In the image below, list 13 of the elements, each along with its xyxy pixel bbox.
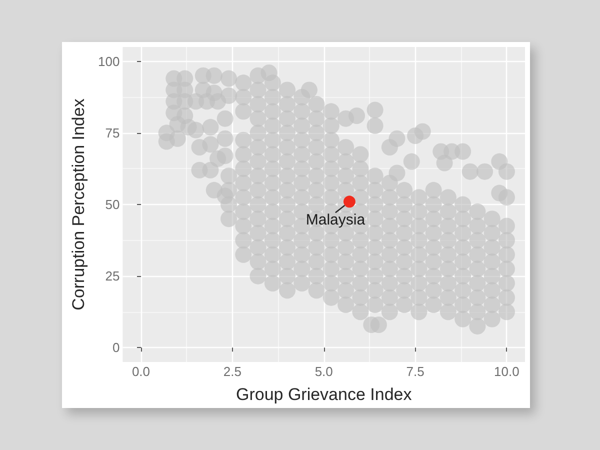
x-axis-title: Group Grievance Index (236, 385, 412, 404)
y-tick-label: 50 (105, 197, 120, 212)
y-axis-title: Corruption Perception Index (69, 98, 88, 310)
y-tick-label: 75 (105, 125, 120, 140)
x-tick-label: 7.5 (406, 364, 424, 379)
x-tick-label: 10.0 (494, 364, 520, 379)
y-tick-label: 100 (98, 54, 120, 69)
x-tick-label: 0.0 (132, 364, 150, 379)
y-tick-label: 25 (105, 268, 120, 284)
series-label: Malaysia (306, 212, 366, 229)
x-tick-label: 5.0 (314, 364, 333, 379)
y-tick-label: 0 (112, 340, 120, 356)
x-tick-label: 2.5 (223, 364, 242, 379)
